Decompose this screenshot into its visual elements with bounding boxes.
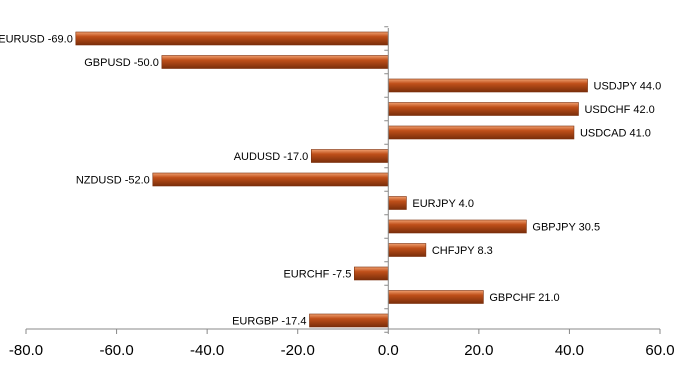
bar-gbpchf [387, 290, 484, 304]
x-tick-label: 60.0 [645, 342, 674, 359]
x-tick-label: -20.0 [281, 342, 315, 359]
x-axis [25, 26, 661, 334]
data-label-chfjpy: CHFJPY 8.3 [432, 245, 493, 257]
bar-usdchf [387, 102, 579, 116]
data-label-audusd: AUDUSD -17.0 [234, 151, 309, 163]
bar-usdcad [387, 125, 575, 140]
x-tick-labels-group: -80.0 -60.0 -40.0 -20.0 0.0 20.0 40.0 60.0 [9, 342, 675, 359]
data-label-usdcad: USDCAD 41.0 [580, 128, 651, 140]
x-tick-label: 40.0 [555, 342, 584, 359]
data-label-gbpusd: GBPUSD -50.0 [84, 57, 159, 69]
bar-gbpjpy [387, 219, 527, 234]
x-tick-label: -60.0 [99, 342, 133, 359]
data-label-usdjpy: USDJPY 44.0 [594, 81, 662, 93]
data-labels-group: EURUSD -69.0 GBPUSD -50.0 USDJPY 44.0 USDCH… [0, 34, 661, 328]
data-label-eurgbp: EURGBP -17.4 [232, 316, 306, 328]
bar-eurjpy [387, 196, 407, 210]
x-tick-label: 20.0 [464, 342, 493, 359]
data-label-nzdusd: NZDUSD -52.0 [76, 175, 150, 187]
x-tick-label: -80.0 [9, 342, 43, 359]
bar-usdjpy [387, 78, 588, 93]
bar-chfjpy [387, 243, 427, 257]
data-label-usdchf: USDCHF 42.0 [584, 104, 654, 116]
data-label-gbpchf: GBPCHF 21.0 [489, 292, 559, 304]
bar-nzdusd [152, 172, 389, 187]
data-label-eurusd: EURUSD -69.0 [0, 34, 73, 46]
data-label-eurjpy: EURJPY 4.0 [412, 198, 474, 210]
bar-eurusd [75, 31, 389, 46]
bar-audusd [310, 149, 389, 163]
x-tick-label: 0.0 [378, 342, 399, 359]
bar-eurchf [354, 266, 389, 281]
bar-eurgbp [309, 313, 389, 328]
data-label-eurchf: EURCHF -7.5 [283, 269, 351, 281]
bar-gbpusd [161, 55, 389, 69]
bars-group [75, 31, 588, 328]
x-tick-label: -40.0 [190, 342, 224, 359]
data-label-gbpjpy: GBPJPY 30.5 [532, 222, 600, 234]
